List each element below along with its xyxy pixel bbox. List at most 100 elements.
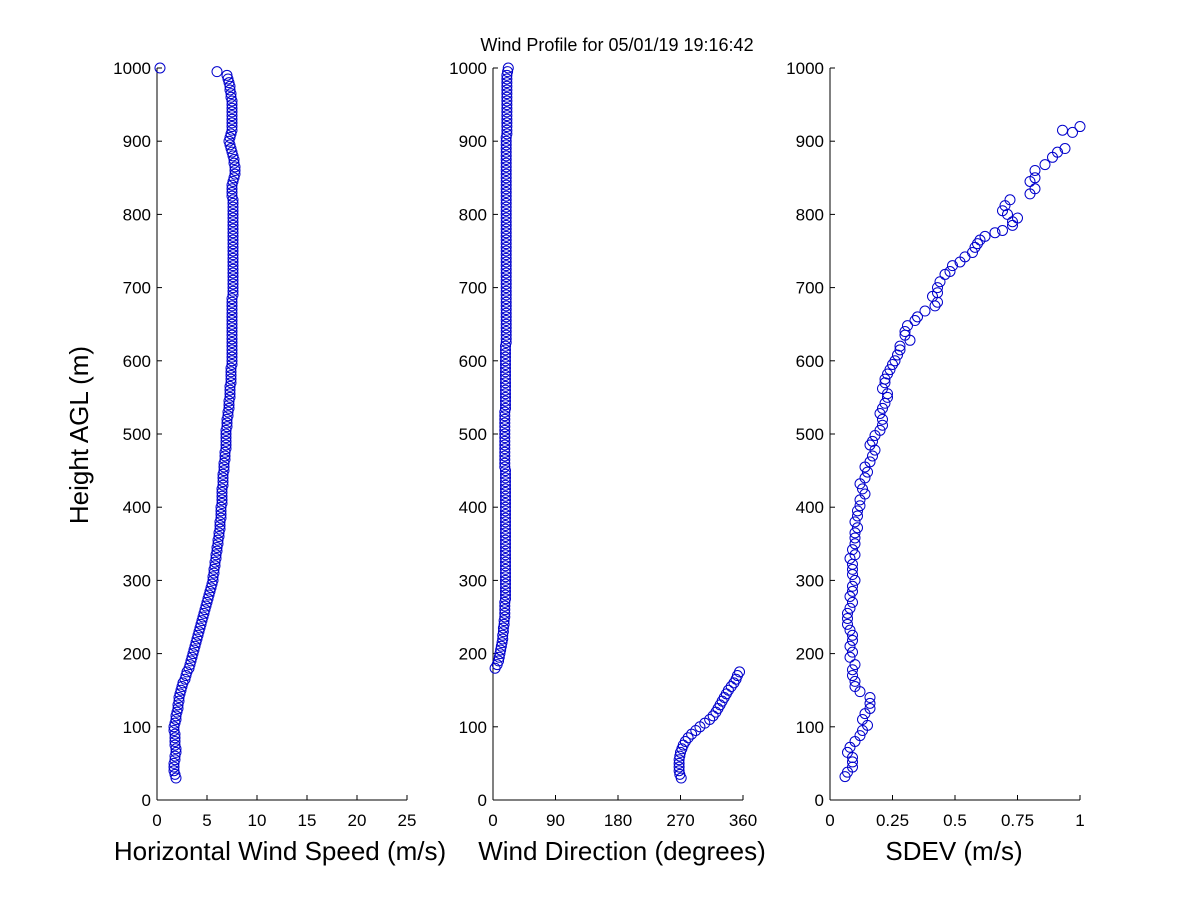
direction-data-point (498, 618, 510, 630)
sdev-data-point (847, 629, 858, 641)
speed-data-point (226, 296, 238, 308)
speed-data-point (214, 520, 226, 531)
direction-data-point (500, 369, 511, 381)
direction-data-point (499, 443, 511, 455)
direction-data-point (499, 461, 511, 473)
sdev-x-axis-label: SDEV (m/s) (885, 836, 1022, 866)
direction-data-point (500, 271, 512, 283)
sdev-data-point (1067, 126, 1078, 138)
speed-data-point (220, 435, 232, 447)
speed-data-point (227, 238, 239, 250)
sdev-data-point (859, 472, 871, 484)
sdev-x-tick-label: 1 (1075, 811, 1084, 830)
sdev-data-point (877, 402, 888, 414)
speed-data-point (224, 380, 236, 392)
speed-data-point (225, 88, 237, 100)
direction-data-point (673, 765, 685, 777)
direction-data-point (497, 622, 509, 634)
speed-data-point (227, 197, 239, 209)
sdev-data-point (842, 607, 853, 619)
direction-data-point (500, 175, 512, 187)
sdev-x-tick-label: 0.25 (876, 811, 909, 830)
speed-data-point (217, 476, 229, 488)
speed-data-point (221, 417, 233, 429)
direction-data-point (500, 238, 512, 250)
sdev-x-tick-label: 0 (825, 811, 834, 830)
direction-data-point (497, 626, 509, 638)
speed-data-point (211, 541, 223, 553)
sdev-data-point (882, 391, 893, 403)
direction-data-point (500, 585, 511, 597)
direction-data-point (500, 538, 511, 550)
sdev-data-point (857, 713, 868, 725)
direction-y-tick-label: 200 (459, 645, 487, 664)
speed-data-point (170, 710, 182, 722)
speed-data-point (226, 106, 238, 118)
direction-data-point (500, 274, 512, 286)
speed-data-point (229, 164, 241, 176)
direction-data-point (500, 157, 512, 169)
sdev-data-point (864, 697, 876, 709)
direction-data-point (501, 69, 513, 81)
speed-data-point (226, 340, 238, 352)
direction-data-point (673, 757, 685, 769)
direction-data-point (500, 541, 511, 553)
direction-data-point (501, 73, 513, 85)
speed-data-point (226, 102, 238, 114)
direction-data-point (728, 677, 740, 689)
direction-data-point (500, 490, 511, 502)
sdev-data-point (877, 419, 888, 431)
sdev-data-point (1047, 151, 1058, 163)
sdev-data-point (919, 305, 931, 317)
direction-x-tick-label: 180 (604, 811, 632, 830)
direction-data-point (500, 593, 511, 605)
sdev-data-point (847, 664, 858, 676)
direction-y-tick-label: 800 (459, 205, 487, 224)
sdev-data-point (934, 276, 946, 288)
sdev-data-point (849, 527, 861, 539)
sdev-data-point (929, 300, 941, 312)
sdev-data-point (1039, 159, 1051, 171)
direction-data-point (501, 91, 513, 103)
speed-data-point (226, 183, 238, 195)
speed-data-point (226, 337, 238, 348)
direction-data-point (500, 186, 512, 198)
speed-data-point (220, 428, 232, 440)
sdev-data-point (1059, 143, 1071, 155)
direction-data-point (500, 245, 512, 257)
speed-data-point (225, 362, 237, 374)
direction-data-point (500, 567, 511, 579)
sdev-data-point (852, 522, 863, 534)
direction-data-point (500, 212, 512, 224)
direction-data-point (500, 263, 512, 275)
direction-data-point (500, 322, 512, 334)
speed-y-tick-label: 100 (123, 718, 151, 737)
direction-data-point (500, 578, 511, 590)
speed-data-point (226, 307, 238, 319)
direction-data-point (499, 413, 511, 425)
speed-data-point (227, 260, 239, 272)
sdev-data-point (904, 334, 916, 346)
sdev-data-point (847, 634, 858, 646)
direction-data-point (500, 256, 512, 268)
sdev-y-tick-label: 200 (796, 645, 824, 664)
speed-data-point (228, 154, 240, 165)
speed-data-point (221, 413, 233, 425)
speed-data-point (227, 256, 239, 268)
direction-data-point (500, 164, 512, 176)
speed-data-point (226, 315, 238, 327)
direction-data-point (501, 113, 513, 125)
direction-data-point (500, 150, 512, 162)
sdev-data-point (874, 408, 886, 420)
direction-data-point (500, 179, 512, 191)
speed-data-point (209, 556, 221, 568)
speed-y-tick-label: 200 (123, 645, 151, 664)
speed-data-point (219, 450, 231, 462)
direction-data-point (500, 487, 511, 499)
direction-data-point (500, 300, 512, 312)
sdev-data-point (859, 461, 871, 473)
direction-data-point (500, 285, 512, 297)
sdev-data-point (894, 344, 906, 356)
sdev-data-point (844, 640, 856, 652)
speed-data-point (215, 501, 227, 513)
